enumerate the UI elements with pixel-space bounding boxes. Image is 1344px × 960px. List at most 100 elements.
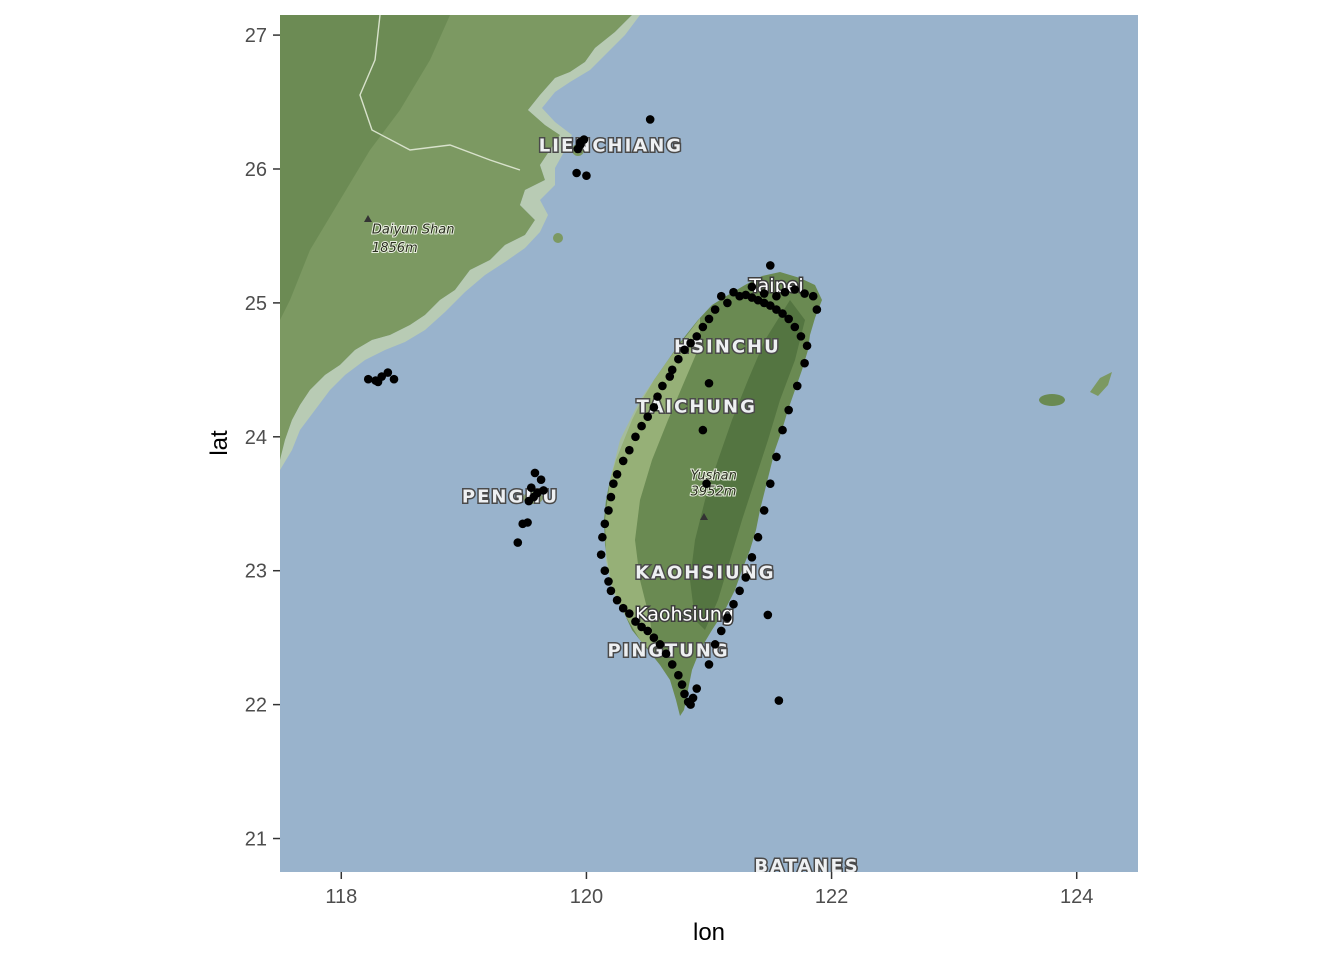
data-point [674, 670, 683, 680]
data-point [774, 696, 784, 705]
peak-marker-daiyun [364, 215, 372, 222]
y-axis-title: lat [206, 430, 233, 456]
x-tick-label: 122 [815, 886, 848, 908]
data-point [539, 486, 548, 495]
data-point [618, 603, 628, 613]
map-label-7: KAOHSIUNG [635, 563, 775, 584]
taiwan-west-plain [605, 318, 700, 655]
data-point [598, 532, 607, 542]
data-point [692, 332, 702, 341]
data-point [729, 599, 738, 609]
data-point [741, 573, 751, 582]
map-label-0: LIENCHIANG [539, 136, 683, 157]
data-point [772, 305, 781, 314]
data-point [784, 405, 793, 415]
data-point [790, 322, 800, 332]
data-point [747, 282, 757, 292]
y-tick-label: 23 [245, 561, 267, 583]
data-point [582, 171, 591, 180]
data-point [800, 289, 809, 298]
data-point [655, 640, 665, 649]
data-point [759, 289, 769, 298]
lienchiang-island-b [553, 233, 563, 243]
data-point [765, 479, 775, 488]
data-point [523, 518, 532, 527]
data-point [529, 492, 539, 502]
map-label-10: BATANES [754, 856, 859, 877]
data-point [513, 538, 523, 547]
data-point [680, 689, 689, 699]
data-point [704, 660, 714, 669]
data-point [674, 354, 683, 364]
peak-marker-yushan [700, 513, 708, 520]
y-tick-label: 24 [245, 427, 267, 449]
data-point [665, 372, 675, 381]
data-point [772, 291, 781, 301]
data-point [802, 341, 812, 351]
data-point [692, 684, 702, 693]
data-point [723, 298, 732, 308]
data-point [618, 456, 628, 466]
data-point [612, 595, 622, 605]
mainland-highlands [280, 15, 450, 320]
map-label-2: 1856m [372, 241, 418, 256]
data-point [625, 609, 634, 618]
data-point [780, 287, 790, 297]
y-tick-label: 22 [245, 695, 267, 717]
data-point [704, 314, 714, 324]
data-point [625, 445, 634, 455]
data-point [710, 640, 720, 649]
data-point [753, 532, 763, 542]
data-point [363, 374, 373, 384]
data-point [643, 626, 653, 636]
data-point [778, 309, 787, 318]
data-point [680, 345, 689, 355]
data-point [596, 550, 606, 559]
data-point [710, 305, 720, 314]
data-point [536, 475, 546, 484]
map-label-12: 3952m [691, 485, 737, 500]
data-point [765, 261, 775, 270]
data-point [716, 626, 726, 636]
data-point [808, 291, 818, 301]
data-point [600, 566, 610, 576]
data-point [609, 479, 618, 488]
data-point [612, 469, 622, 479]
x-tick-label: 118 [325, 886, 357, 908]
data-point [389, 374, 399, 384]
mainland-coast-fringe [280, 15, 640, 470]
x-tick-label: 120 [570, 886, 603, 908]
data-point [667, 660, 677, 669]
data-point [631, 617, 640, 626]
data-point [686, 700, 695, 709]
province-border [359, 15, 521, 171]
data-points [363, 115, 822, 709]
data-point [677, 680, 687, 689]
data-point [645, 115, 655, 124]
iriomote-island [1090, 372, 1112, 396]
data-point [792, 381, 802, 391]
data-point [784, 314, 793, 324]
data-point [373, 377, 383, 387]
data-point [759, 506, 769, 515]
data-point [812, 305, 822, 314]
data-point [763, 610, 773, 620]
data-point [747, 553, 757, 562]
data-point [572, 168, 581, 178]
data-point [778, 425, 787, 435]
data-point [800, 358, 809, 368]
data-point [604, 506, 613, 515]
data-point [698, 425, 708, 435]
data-point [604, 577, 613, 586]
data-point [653, 392, 662, 401]
map-label-11: Yushan [691, 469, 737, 484]
map-label-1: Daiyun Shan [372, 222, 455, 237]
data-point [667, 365, 677, 375]
data-point [702, 479, 711, 488]
data-point [606, 492, 616, 502]
data-point [661, 649, 671, 659]
taiwan-central-range [690, 300, 805, 630]
y-axis: 21 22 23 24 25 26 27 [245, 25, 280, 851]
data-point [631, 432, 640, 442]
data-point [576, 140, 585, 150]
